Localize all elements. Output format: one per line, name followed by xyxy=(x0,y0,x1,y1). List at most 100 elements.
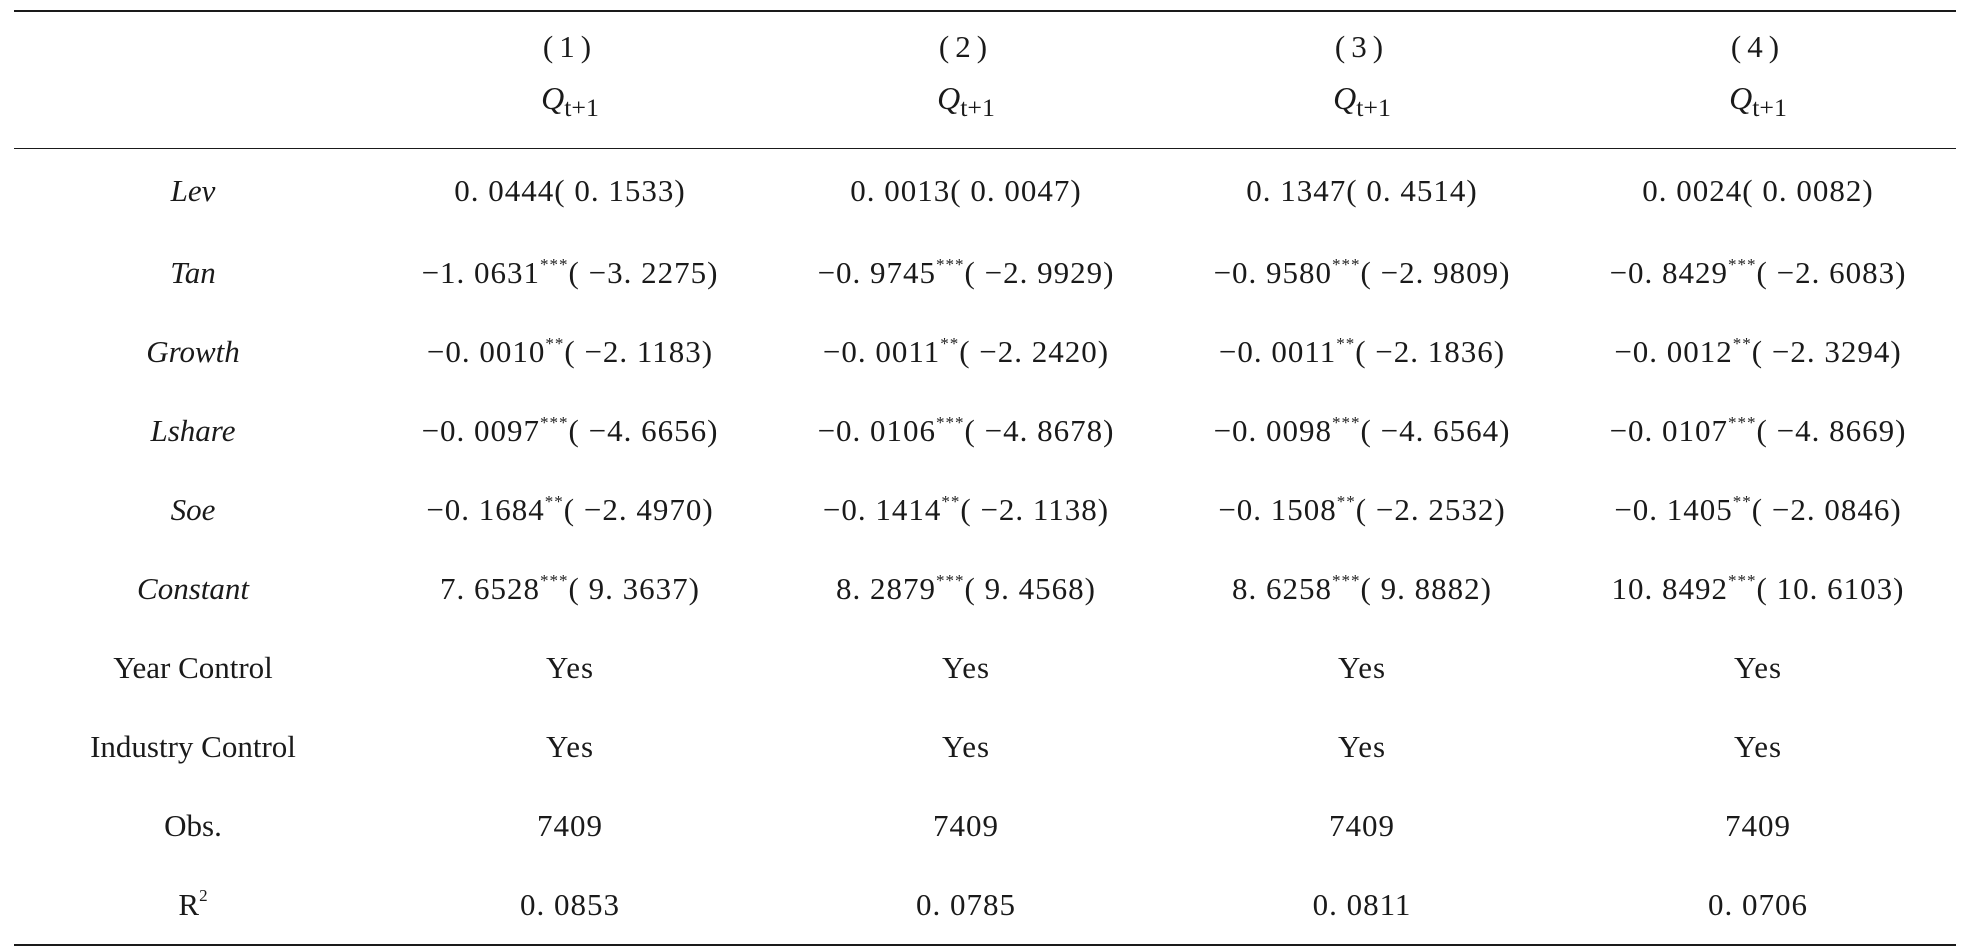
coefficient-value: 8. 2879 xyxy=(836,570,937,606)
coefficient-value: −0. 9745 xyxy=(817,254,937,290)
coefficient-value: 0. 0013 xyxy=(850,173,951,208)
dependent-variable-subscript: t+1 xyxy=(1752,93,1787,123)
significance-stars: *** xyxy=(540,254,569,274)
dependent-variable-subscript: t+1 xyxy=(564,93,599,123)
table-cell: Yes xyxy=(1733,728,1783,764)
table-cell: 0. 0706 xyxy=(1708,886,1808,922)
dependent-variable-row: Qt+1 Qt+1 Qt+1 Qt+1 xyxy=(14,76,1956,148)
header-rule xyxy=(14,148,1956,149)
dependent-variable: Qt+1 xyxy=(541,80,599,123)
t-statistic: ( 9. 4568) xyxy=(964,570,1096,606)
coefficient-cell: −0. 0098***( −4. 6564) xyxy=(1164,391,1560,470)
t-statistic: ( −2. 6083) xyxy=(1756,254,1907,290)
column-number: (2) xyxy=(938,29,994,64)
row-label: Constant xyxy=(137,570,249,606)
coefficient-cell: −0. 0011**( −2. 1836) xyxy=(1164,312,1560,391)
coefficient-cell: −0. 1414**( −2. 1138) xyxy=(768,470,1164,549)
table-row: Constant 7. 6528***( 9. 3637) 8. 2879***( … xyxy=(14,549,1956,628)
coefficient-value: −0. 0106 xyxy=(817,412,937,448)
t-statistic: ( −4. 8678) xyxy=(964,412,1115,448)
table-cell: 0. 0853 xyxy=(520,886,620,922)
column-number: (4) xyxy=(1730,29,1786,64)
coefficient-value: −0. 0012 xyxy=(1614,333,1733,369)
header-blank xyxy=(14,76,372,148)
table-cell: Yes xyxy=(1337,728,1387,764)
table-row: Industry Control Yes Yes Yes Yes xyxy=(14,707,1956,786)
coefficient-cell: −0. 9745***( −2. 9929) xyxy=(768,233,1164,312)
table-row: Soe −0. 1684**( −2. 4970) −0. 1414**( −2. … xyxy=(14,470,1956,549)
coefficient-cell: 0. 0013( 0. 0047) xyxy=(768,149,1164,233)
t-statistic: ( −2. 9929) xyxy=(964,254,1115,290)
dependent-variable: Qt+1 xyxy=(1333,80,1391,123)
row-label: Lshare xyxy=(150,412,236,448)
t-statistic: ( −2. 1183) xyxy=(564,333,714,369)
coefficient-value: 10. 8492 xyxy=(1611,570,1729,606)
coefficient-value: −0. 0011 xyxy=(1218,333,1337,369)
coefficient-cell: 0. 1347( 0. 4514) xyxy=(1164,149,1560,233)
regression-table: (1) (2) (3) (4) Qt+1 Qt+1 Qt+1 Qt+1 Lev 0… xyxy=(14,10,1956,946)
coefficient-cell: −0. 1684**( −2. 4970) xyxy=(372,470,768,549)
significance-stars: *** xyxy=(1332,254,1361,274)
t-statistic: ( 0. 4514) xyxy=(1346,173,1478,208)
t-statistic: ( −4. 6564) xyxy=(1360,412,1511,448)
row-label: Year Control xyxy=(113,649,273,685)
t-statistic: ( −4. 6656) xyxy=(568,412,719,448)
t-statistic: ( 9. 3637) xyxy=(568,570,700,606)
coefficient-value: −0. 1508 xyxy=(1218,491,1337,527)
table-cell: Yes xyxy=(941,728,991,764)
r-squared-superscript: 2 xyxy=(199,886,208,905)
coefficient-value: −0. 0011 xyxy=(822,333,941,369)
table-cell: 7409 xyxy=(537,807,603,843)
coefficient-value: 0. 0024 xyxy=(1642,173,1743,208)
t-statistic: ( −2. 4970) xyxy=(563,491,714,527)
header-blank xyxy=(14,12,372,76)
row-label: Soe xyxy=(170,491,216,527)
table-cell: 0. 0785 xyxy=(916,886,1016,922)
coefficient-cell: 8. 2879***( 9. 4568) xyxy=(768,549,1164,628)
t-statistic: ( −3. 2275) xyxy=(568,254,719,290)
column-number: (1) xyxy=(542,29,598,64)
t-statistic: ( −2. 2532) xyxy=(1355,491,1506,527)
column-number-row: (1) (2) (3) (4) xyxy=(14,12,1956,76)
coefficient-value: −0. 1405 xyxy=(1614,491,1733,527)
coefficient-cell: −0. 1405**( −2. 0846) xyxy=(1560,470,1956,549)
table-cell: 7409 xyxy=(1329,807,1395,843)
coefficient-cell: 0. 0444( 0. 1533) xyxy=(372,149,768,233)
top-rule xyxy=(14,10,1956,12)
coefficient-cell: −1. 0631***( −3. 2275) xyxy=(372,233,768,312)
table-header: (1) (2) (3) (4) Qt+1 Qt+1 Qt+1 Qt+1 xyxy=(14,12,1956,148)
coefficient-value: −0. 0097 xyxy=(421,412,541,448)
significance-stars: ** xyxy=(1732,333,1752,353)
table-row: Obs. 7409 7409 7409 7409 xyxy=(14,786,1956,865)
significance-stars: ** xyxy=(1336,491,1356,511)
t-statistic: ( −2. 1138) xyxy=(960,491,1110,527)
significance-stars: ** xyxy=(1732,491,1752,511)
row-label: Growth xyxy=(146,333,240,369)
coefficient-value: −0. 9580 xyxy=(1213,254,1333,290)
coefficient-value: 8. 6258 xyxy=(1232,570,1333,606)
table-cell: Yes xyxy=(545,728,595,764)
coefficient-cell: −0. 8429***( −2. 6083) xyxy=(1560,233,1956,312)
coefficient-value: −0. 0098 xyxy=(1213,412,1333,448)
dependent-variable-subscript: t+1 xyxy=(960,93,995,123)
significance-stars: *** xyxy=(936,254,965,274)
coefficient-value: −0. 1684 xyxy=(426,491,545,527)
coefficient-cell: 0. 0024( 0. 0082) xyxy=(1560,149,1956,233)
table-cell: 7409 xyxy=(1725,807,1791,843)
coefficient-value: −0. 0010 xyxy=(426,333,546,369)
table-row: Year Control Yes Yes Yes Yes xyxy=(14,628,1956,707)
significance-stars: *** xyxy=(1728,254,1757,274)
table-body: Lev 0. 0444( 0. 1533) 0. 0013( 0. 0047) 0. … xyxy=(14,149,1956,944)
t-statistic: ( −2. 2420) xyxy=(959,333,1110,369)
coefficient-cell: −0. 0097***( −4. 6656) xyxy=(372,391,768,470)
table-row: R2 0. 0853 0. 0785 0. 0811 0. 0706 xyxy=(14,865,1956,944)
table-cell: 0. 0811 xyxy=(1312,886,1412,922)
significance-stars: ** xyxy=(545,333,565,353)
t-statistic: ( 0. 0082) xyxy=(1742,173,1874,208)
coefficient-cell: 7. 6528***( 9. 3637) xyxy=(372,549,768,628)
coefficient-value: 0. 1347 xyxy=(1246,173,1347,208)
row-label: Industry Control xyxy=(90,728,296,764)
t-statistic: ( 0. 0047) xyxy=(950,173,1082,208)
significance-stars: ** xyxy=(544,491,564,511)
coefficient-cell: −0. 0010**( −2. 1183) xyxy=(372,312,768,391)
